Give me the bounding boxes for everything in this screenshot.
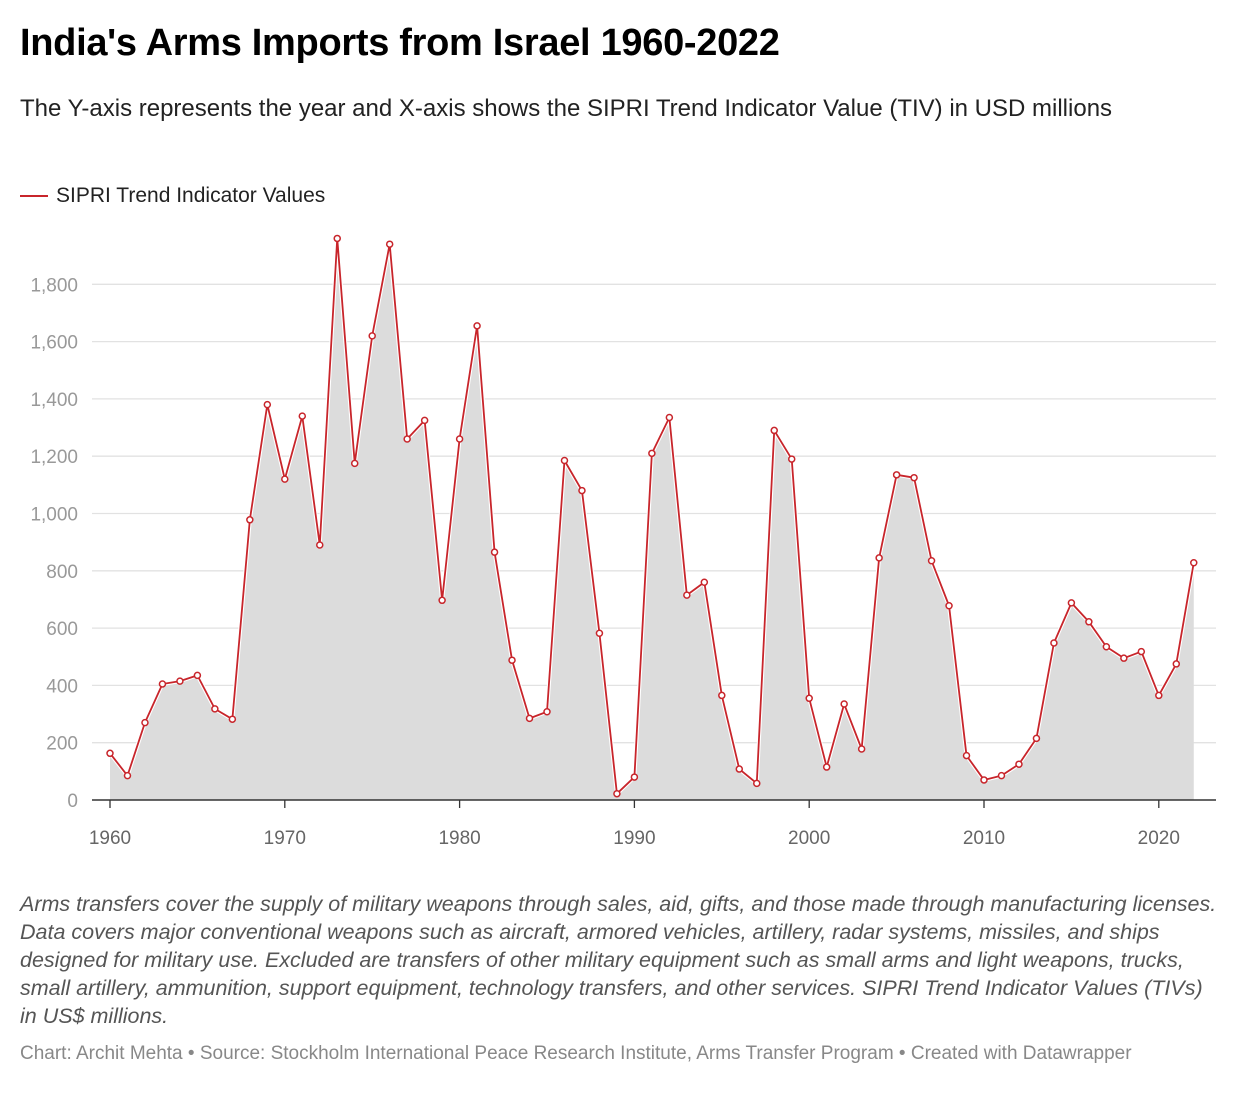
data-point	[158, 680, 167, 688]
data-point	[560, 456, 569, 465]
data-point	[263, 400, 272, 409]
data-point	[1190, 559, 1198, 567]
data-point	[228, 715, 237, 723]
data-point	[1067, 599, 1076, 607]
data-point	[997, 771, 1006, 780]
data-point	[385, 240, 394, 248]
legend-line-swatch	[20, 195, 48, 197]
data-point	[875, 554, 883, 562]
x-tick-label: 2020	[1138, 828, 1180, 849]
data-point	[211, 705, 219, 713]
data-point	[403, 435, 411, 443]
data-point	[595, 629, 604, 638]
data-point	[840, 700, 848, 708]
data-point	[333, 234, 341, 243]
data-point	[613, 789, 621, 798]
data-point	[980, 776, 988, 784]
data-point	[1102, 642, 1111, 651]
y-tick-label: 1,400	[30, 390, 78, 411]
chart-notes: Arms transfers cover the supply of milit…	[20, 892, 1217, 1028]
data-point	[106, 749, 114, 758]
data-point	[490, 548, 499, 556]
data-point	[1172, 660, 1181, 668]
data-point	[508, 656, 516, 664]
x-tick-label: 2000	[788, 828, 830, 849]
data-point	[945, 602, 953, 610]
data-point	[246, 516, 254, 524]
data-point	[420, 416, 429, 425]
area-chart: 0 200 400 600 800 1,000 1,200 1,400 1,600 1,800 19…	[30, 234, 1216, 849]
data-point	[141, 718, 149, 727]
y-tick-label: 1,000	[30, 505, 78, 526]
data-point	[1050, 639, 1058, 647]
data-point	[770, 426, 778, 435]
data-point	[578, 486, 586, 495]
data-point	[193, 671, 202, 680]
data-point	[822, 763, 831, 771]
chart-footer: Chart: Archit Mehta • Source: Stockholm …	[20, 1043, 1132, 1064]
data-point	[735, 765, 744, 773]
y-tick-label: 600	[46, 619, 78, 640]
data-point	[648, 449, 656, 458]
data-point	[281, 475, 289, 483]
y-tick-label: 1,600	[30, 333, 78, 354]
data-point	[543, 708, 551, 716]
data-point	[1155, 691, 1163, 700]
chart-subtitle: The Y-axis represents the year and X-axi…	[20, 95, 1113, 122]
x-tick-label: 1990	[613, 828, 655, 849]
legend: SIPRI Trend Indicator Values	[20, 184, 325, 208]
data-point	[455, 435, 464, 443]
chart-title: India's Arms Imports from Israel 1960-20…	[20, 22, 780, 64]
data-point	[718, 691, 726, 700]
x-tick-label: 2010	[963, 828, 1005, 849]
data-point	[753, 779, 761, 788]
x-tick-label: 1970	[264, 828, 306, 849]
data-point	[438, 596, 446, 605]
data-point	[176, 677, 184, 685]
data-point	[910, 473, 918, 482]
data-point	[1015, 760, 1023, 768]
y-tick-label: 200	[46, 734, 78, 755]
data-point	[1137, 647, 1146, 656]
y-tick-label: 800	[46, 562, 78, 583]
data-point	[123, 771, 132, 780]
data-point	[368, 332, 376, 340]
y-tick-label: 1,200	[30, 447, 78, 468]
data-point	[892, 471, 901, 479]
data-point	[473, 322, 481, 330]
data-point	[787, 455, 796, 463]
data-point	[700, 578, 709, 587]
data-point	[857, 745, 866, 753]
y-tick-label: 0	[67, 791, 78, 812]
data-point	[805, 694, 813, 703]
data-point	[525, 714, 534, 723]
x-tick-label: 1980	[438, 828, 480, 849]
area-fill	[110, 238, 1194, 800]
legend-label: SIPRI Trend Indicator Values	[56, 184, 326, 207]
data-point	[1120, 654, 1128, 662]
data-point	[630, 773, 639, 781]
data-point	[665, 413, 674, 422]
data-point	[316, 541, 324, 549]
data-point	[1032, 734, 1041, 743]
data-point	[962, 751, 971, 760]
data-point	[927, 557, 936, 565]
data-point	[350, 459, 359, 468]
data-point	[1085, 618, 1093, 626]
y-tick-label: 1,800	[30, 275, 78, 296]
y-tick-label: 400	[46, 676, 78, 697]
x-tick-label: 1960	[89, 828, 131, 849]
data-point	[683, 591, 691, 599]
data-point	[298, 412, 307, 420]
